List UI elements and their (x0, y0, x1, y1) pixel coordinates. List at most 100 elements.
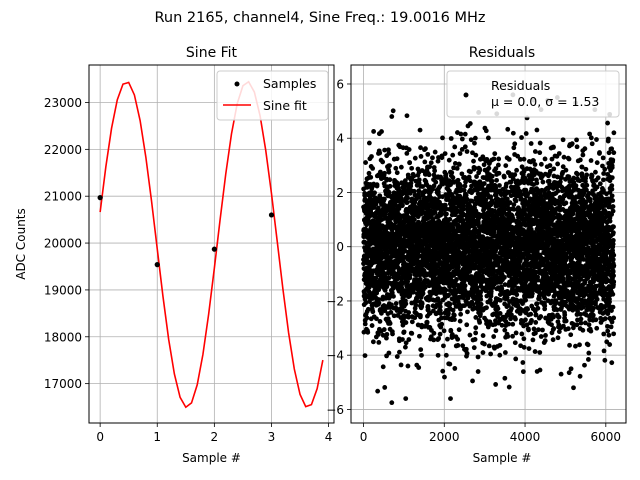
legend-sine-fit-label: Sine fit (263, 98, 307, 113)
residual-point (449, 170, 455, 176)
residual-point (438, 311, 444, 316)
residual-point (387, 177, 393, 183)
residual-point (488, 202, 494, 208)
residuals-title: Residuals (469, 45, 535, 61)
residuals-y-tick-label: 2 (336, 186, 344, 200)
residual-point (364, 315, 370, 321)
residual-point (409, 331, 415, 336)
residual-point (513, 356, 519, 362)
residual-point (551, 145, 556, 150)
sine-fit-title: Sine Fit (186, 45, 238, 61)
residual-point (369, 154, 374, 159)
residual-point (505, 126, 511, 132)
residual-point (379, 310, 384, 316)
residual-point (397, 349, 402, 355)
residual-point (431, 330, 437, 336)
residual-point (520, 360, 526, 365)
residual-point (555, 335, 561, 341)
residual-point (432, 168, 438, 174)
residual-point (384, 335, 389, 341)
residual-point (523, 297, 529, 303)
residual-point (404, 113, 410, 119)
residual-point (382, 170, 387, 176)
residual-point (420, 291, 426, 296)
sine-fit-x-label: Sample # (182, 451, 241, 465)
sample-point (154, 262, 160, 268)
residual-point (382, 385, 388, 390)
residual-point (510, 321, 516, 327)
residual-point (506, 321, 512, 327)
residual-point (379, 129, 384, 134)
residual-point (398, 164, 404, 170)
residual-point (403, 320, 409, 325)
residual-point (525, 306, 530, 312)
residuals-x-tick-label: 4000 (510, 430, 541, 444)
residual-point (505, 334, 511, 339)
residual-point (448, 327, 454, 333)
residual-point (400, 202, 405, 208)
residual-point (457, 151, 463, 157)
residual-point (520, 369, 526, 375)
residual-point (472, 140, 477, 146)
residual-point (417, 333, 422, 339)
residual-point (428, 160, 434, 166)
residual-point (511, 145, 517, 151)
residual-point (497, 183, 502, 188)
residual-point (462, 131, 468, 137)
residual-point (534, 127, 540, 133)
residual-point (366, 170, 372, 176)
residual-point (394, 306, 400, 312)
residual-point (542, 303, 548, 309)
residual-point (370, 166, 376, 171)
residual-point (480, 333, 486, 338)
residual-point (386, 275, 392, 281)
residual-point (394, 354, 400, 359)
residual-point (529, 317, 534, 323)
residual-point (405, 195, 410, 201)
residual-point (420, 209, 426, 215)
residual-point (550, 337, 556, 343)
residual-point (374, 279, 379, 285)
residual-point (403, 396, 409, 401)
residual-point (404, 200, 410, 205)
residual-point (526, 327, 531, 333)
residual-point (521, 156, 527, 162)
residual-point (452, 366, 458, 371)
residual-point (538, 161, 544, 167)
residual-point (387, 183, 393, 189)
residual-point (416, 365, 422, 370)
residual-point (394, 170, 400, 176)
sine-fit-y-tick-label: 21000 (44, 190, 82, 204)
residual-point (444, 211, 449, 217)
residual-point (430, 155, 435, 161)
residual-point (443, 352, 449, 358)
residuals-x-tick-label: 6000 (591, 430, 622, 444)
residual-point (427, 164, 433, 170)
residual-point (370, 339, 376, 345)
residual-point (387, 163, 392, 169)
residual-point (502, 350, 508, 355)
sine-fit-x-tick-label: 2 (211, 430, 219, 444)
residual-point (491, 156, 497, 162)
residual-point (418, 347, 424, 352)
residual-point (425, 151, 431, 157)
residual-point (477, 319, 483, 325)
residual-point (556, 151, 562, 156)
residual-point (465, 309, 470, 315)
residual-point (380, 159, 386, 165)
residual-point (529, 176, 535, 182)
residual-point (450, 152, 456, 158)
residual-point (458, 131, 464, 137)
residual-point (388, 310, 394, 315)
residual-point (424, 238, 429, 244)
residuals-y-tick-label: 0 (336, 240, 344, 254)
residual-point (382, 147, 388, 153)
residual-point (436, 336, 442, 341)
residual-point (365, 329, 371, 335)
sine-fit-y-label: ADC Counts (14, 208, 28, 280)
residual-point (492, 151, 498, 157)
residual-point (463, 346, 469, 352)
residual-point (409, 165, 415, 171)
